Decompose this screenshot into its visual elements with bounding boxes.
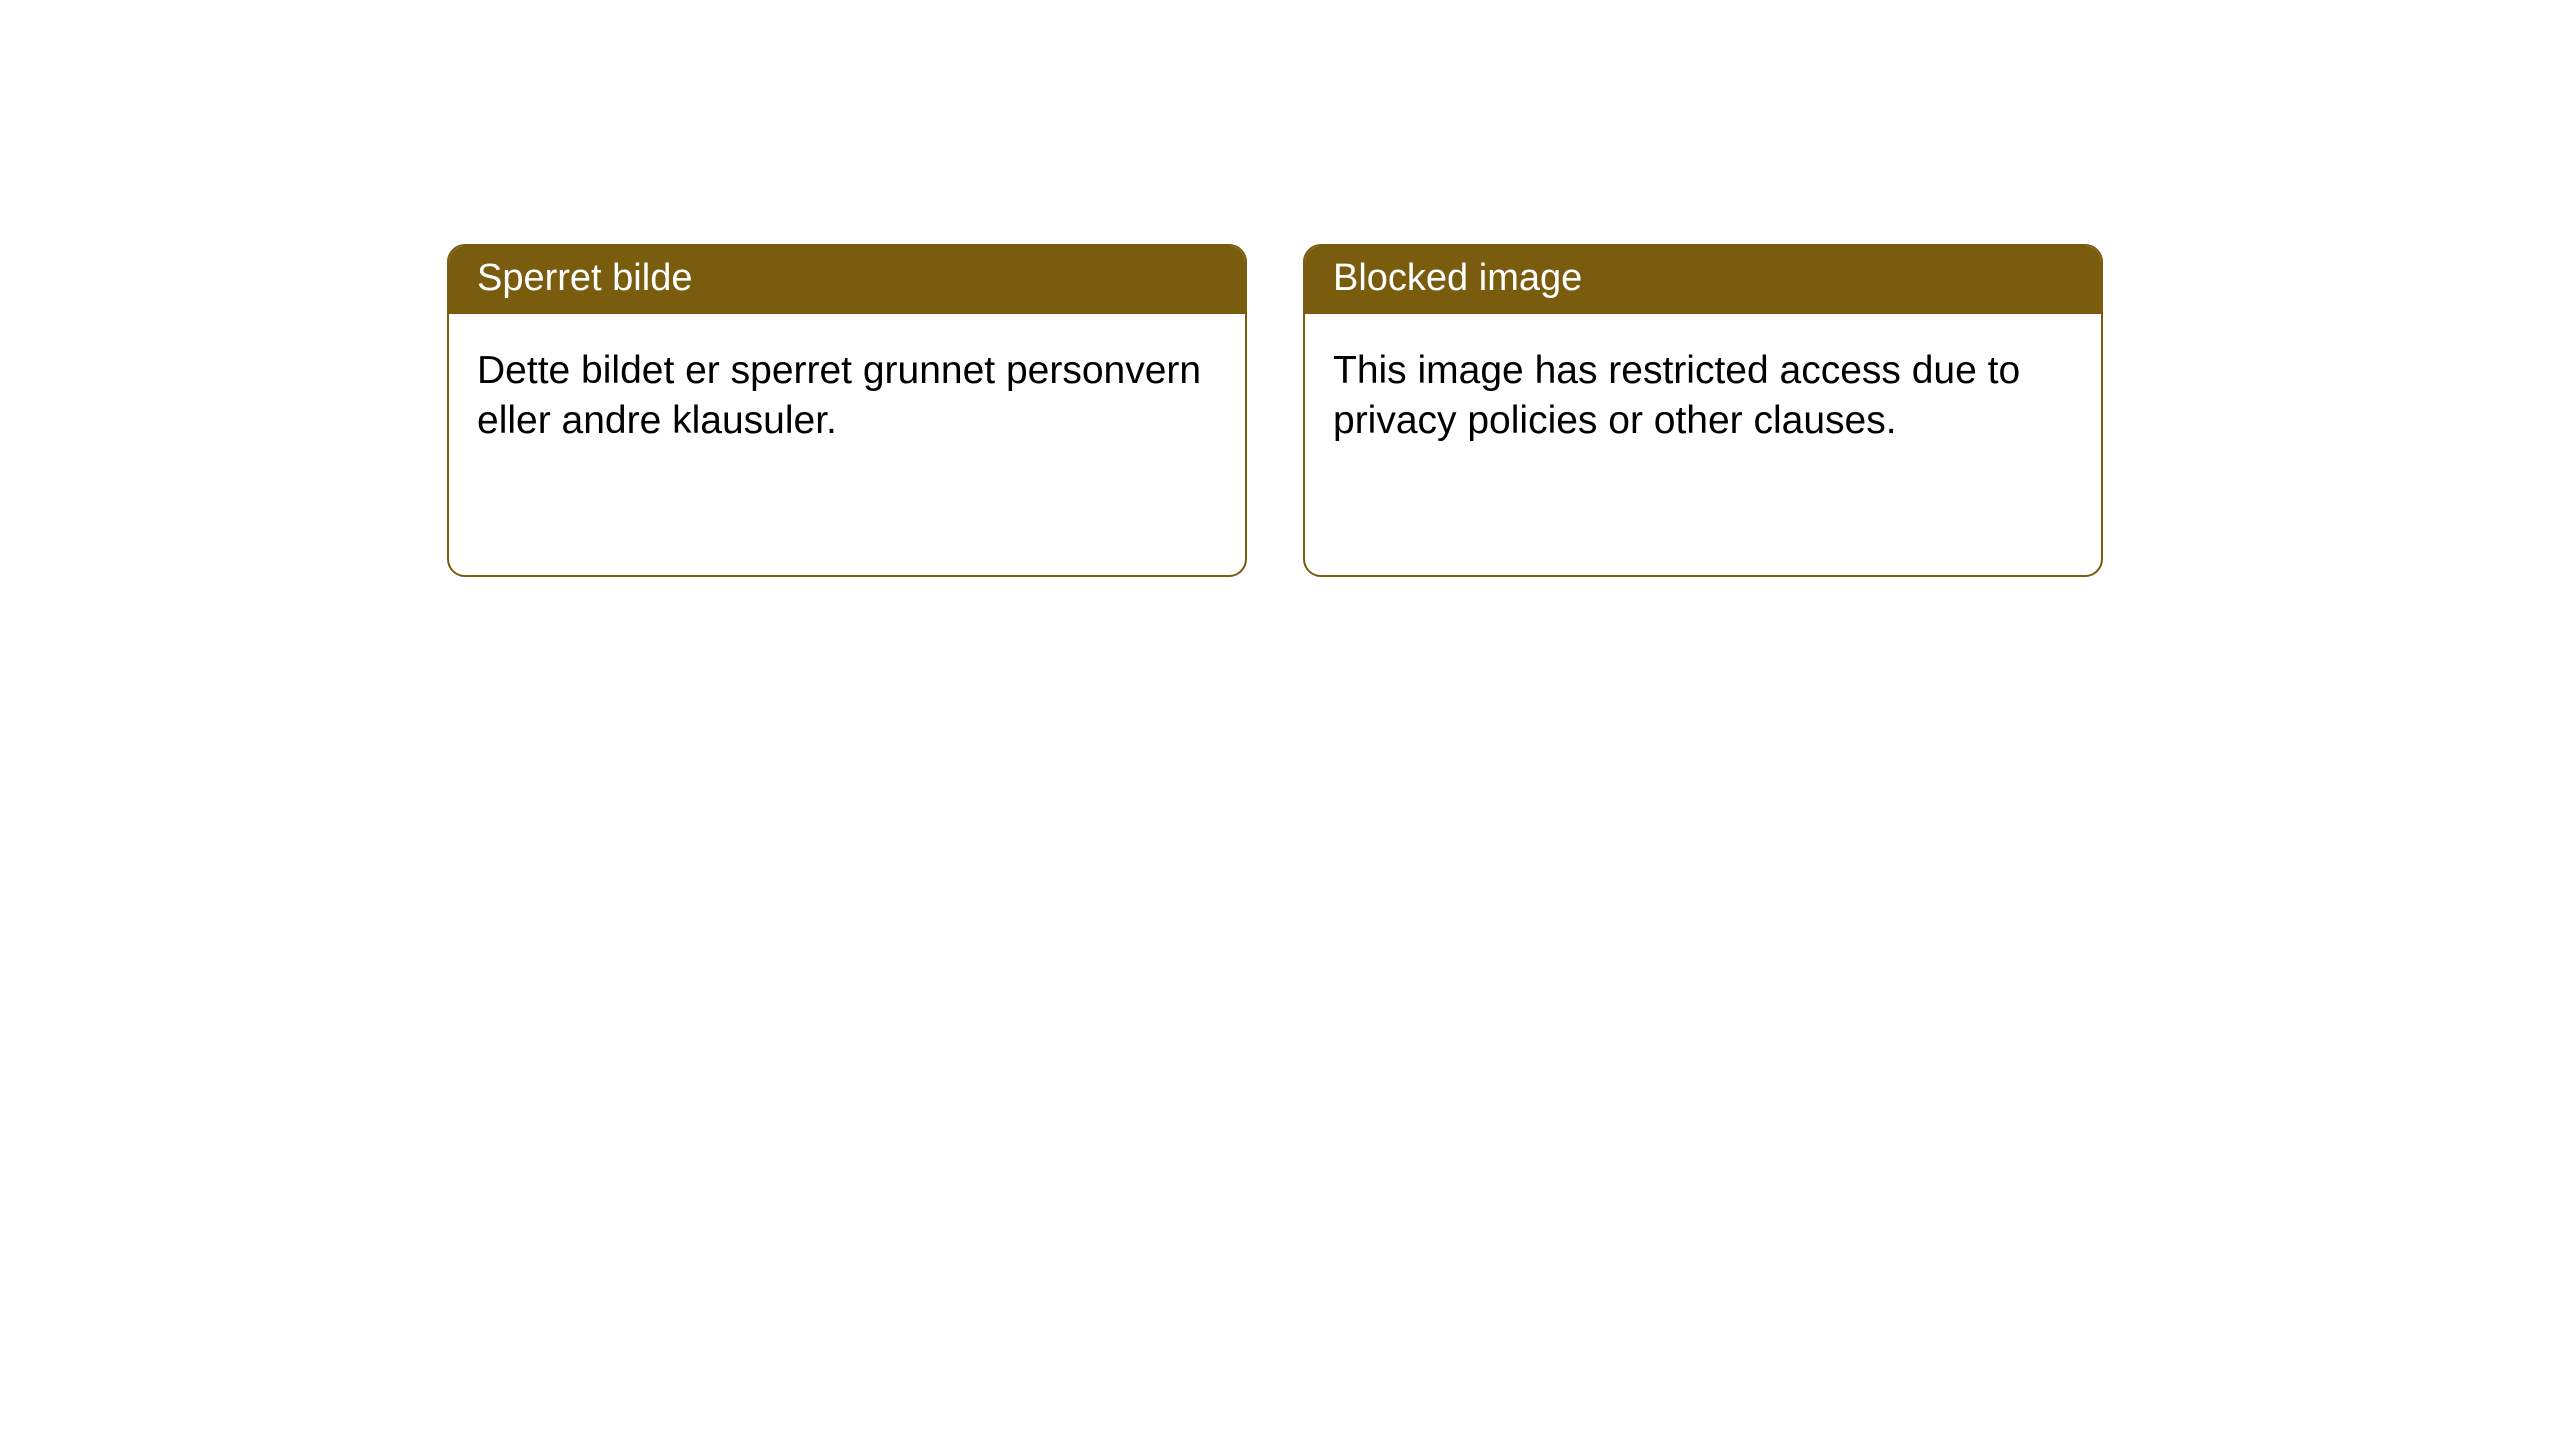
card-body: Dette bildet er sperret grunnet personve… bbox=[449, 314, 1245, 479]
blocked-image-card-no: Sperret bilde Dette bildet er sperret gr… bbox=[447, 244, 1247, 577]
cards-container: Sperret bilde Dette bildet er sperret gr… bbox=[0, 0, 2560, 577]
card-body: This image has restricted access due to … bbox=[1305, 314, 2101, 479]
card-header: Sperret bilde bbox=[449, 246, 1245, 314]
blocked-image-card-en: Blocked image This image has restricted … bbox=[1303, 244, 2103, 577]
card-header: Blocked image bbox=[1305, 246, 2101, 314]
